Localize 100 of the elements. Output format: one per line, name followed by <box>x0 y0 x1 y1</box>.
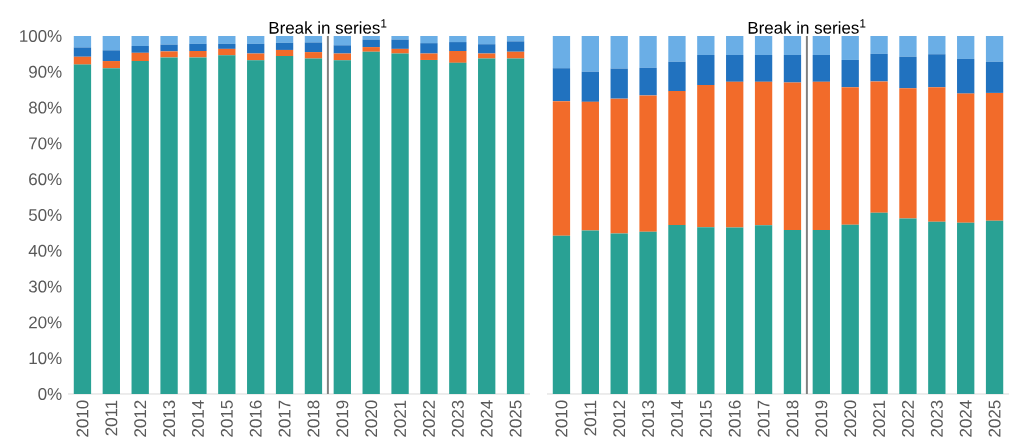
bar <box>362 51 380 394</box>
bar <box>754 54 773 82</box>
x-tick-label: 2017 <box>757 400 770 437</box>
y-tick-label: 0% <box>38 387 62 400</box>
bar <box>841 35 859 60</box>
bar <box>581 230 599 394</box>
x-tick-label: 2023 <box>451 400 464 437</box>
bar <box>841 224 859 394</box>
y-tick-label: 60% <box>29 173 62 186</box>
bar <box>610 98 628 234</box>
x-tick-label: 2010 <box>555 400 568 437</box>
bar <box>697 35 715 55</box>
bar <box>610 68 628 99</box>
bar <box>506 58 525 394</box>
bar <box>812 230 830 394</box>
bar <box>899 35 917 57</box>
bar <box>668 35 686 62</box>
bar <box>957 93 975 223</box>
x-tick-label: 2021 <box>394 400 407 437</box>
bar <box>160 51 178 58</box>
bar <box>449 51 467 63</box>
bar <box>783 230 802 394</box>
bar <box>957 58 975 94</box>
bar <box>102 68 120 394</box>
x-tick-label: 2014 <box>191 400 204 437</box>
y-tick-label: 30% <box>28 280 62 293</box>
bar <box>333 45 351 54</box>
bar <box>189 35 207 44</box>
bar <box>552 101 571 236</box>
bar <box>726 54 744 82</box>
bar <box>218 35 236 44</box>
bar <box>189 51 207 58</box>
bar <box>870 53 888 82</box>
bar <box>899 88 917 219</box>
x-tick-label: 2024 <box>480 400 493 437</box>
bar <box>218 55 236 394</box>
y-tick-label: 20% <box>29 316 62 329</box>
x-tick-label: 2017 <box>278 400 291 437</box>
bar <box>668 61 686 92</box>
bar <box>506 51 525 59</box>
bar <box>928 87 946 222</box>
bar <box>726 227 744 394</box>
x-tick-label: 2020 <box>844 400 857 437</box>
x-tick-label: 2024 <box>959 400 972 437</box>
bar <box>506 41 525 52</box>
bar <box>218 48 236 56</box>
bar <box>552 235 571 394</box>
bar <box>189 43 207 52</box>
bar <box>304 52 323 59</box>
bar <box>639 95 657 232</box>
bar <box>391 35 409 40</box>
bar <box>870 81 888 213</box>
bar <box>783 35 802 55</box>
bar <box>160 44 178 52</box>
bar <box>812 35 830 55</box>
bar <box>581 101 599 231</box>
bar <box>218 43 236 49</box>
x-tick-label: 2011 <box>584 400 597 436</box>
x-tick-label: 2022 <box>901 400 914 437</box>
bar <box>275 35 294 43</box>
bar <box>131 46 149 53</box>
bar <box>552 68 571 102</box>
bar <box>754 225 773 394</box>
bar <box>726 81 744 228</box>
bar <box>985 35 1004 62</box>
bar <box>697 227 715 394</box>
bar <box>391 39 409 49</box>
bar <box>812 54 830 82</box>
bar <box>275 49 294 57</box>
bar <box>552 35 571 69</box>
x-tick-label: 2018 <box>786 400 799 437</box>
bar <box>639 35 657 68</box>
x-tick-label: 2022 <box>422 400 435 437</box>
bar <box>73 56 92 65</box>
bar <box>478 44 496 54</box>
bar <box>73 47 92 57</box>
x-tick-label: 2019 <box>336 400 349 437</box>
x-tick-label: 2013 <box>163 400 176 437</box>
bar <box>610 35 628 69</box>
bar <box>160 57 178 394</box>
bar <box>304 58 323 394</box>
x-tick-label: 2012 <box>613 400 626 437</box>
bar <box>247 60 265 394</box>
bar <box>160 35 178 45</box>
bar <box>362 47 380 52</box>
bar <box>506 35 525 42</box>
bar <box>102 50 120 62</box>
y-tick-label: 70% <box>29 137 62 150</box>
bar <box>131 61 149 394</box>
bar <box>478 58 496 394</box>
bar <box>102 61 120 69</box>
bar <box>668 91 686 226</box>
bar <box>420 35 438 44</box>
bar <box>870 35 888 54</box>
bar <box>639 67 657 96</box>
bar <box>668 225 686 394</box>
y-tick-label: 50% <box>28 208 62 221</box>
bar <box>333 60 351 394</box>
bar <box>985 220 1004 394</box>
bar <box>812 81 830 231</box>
